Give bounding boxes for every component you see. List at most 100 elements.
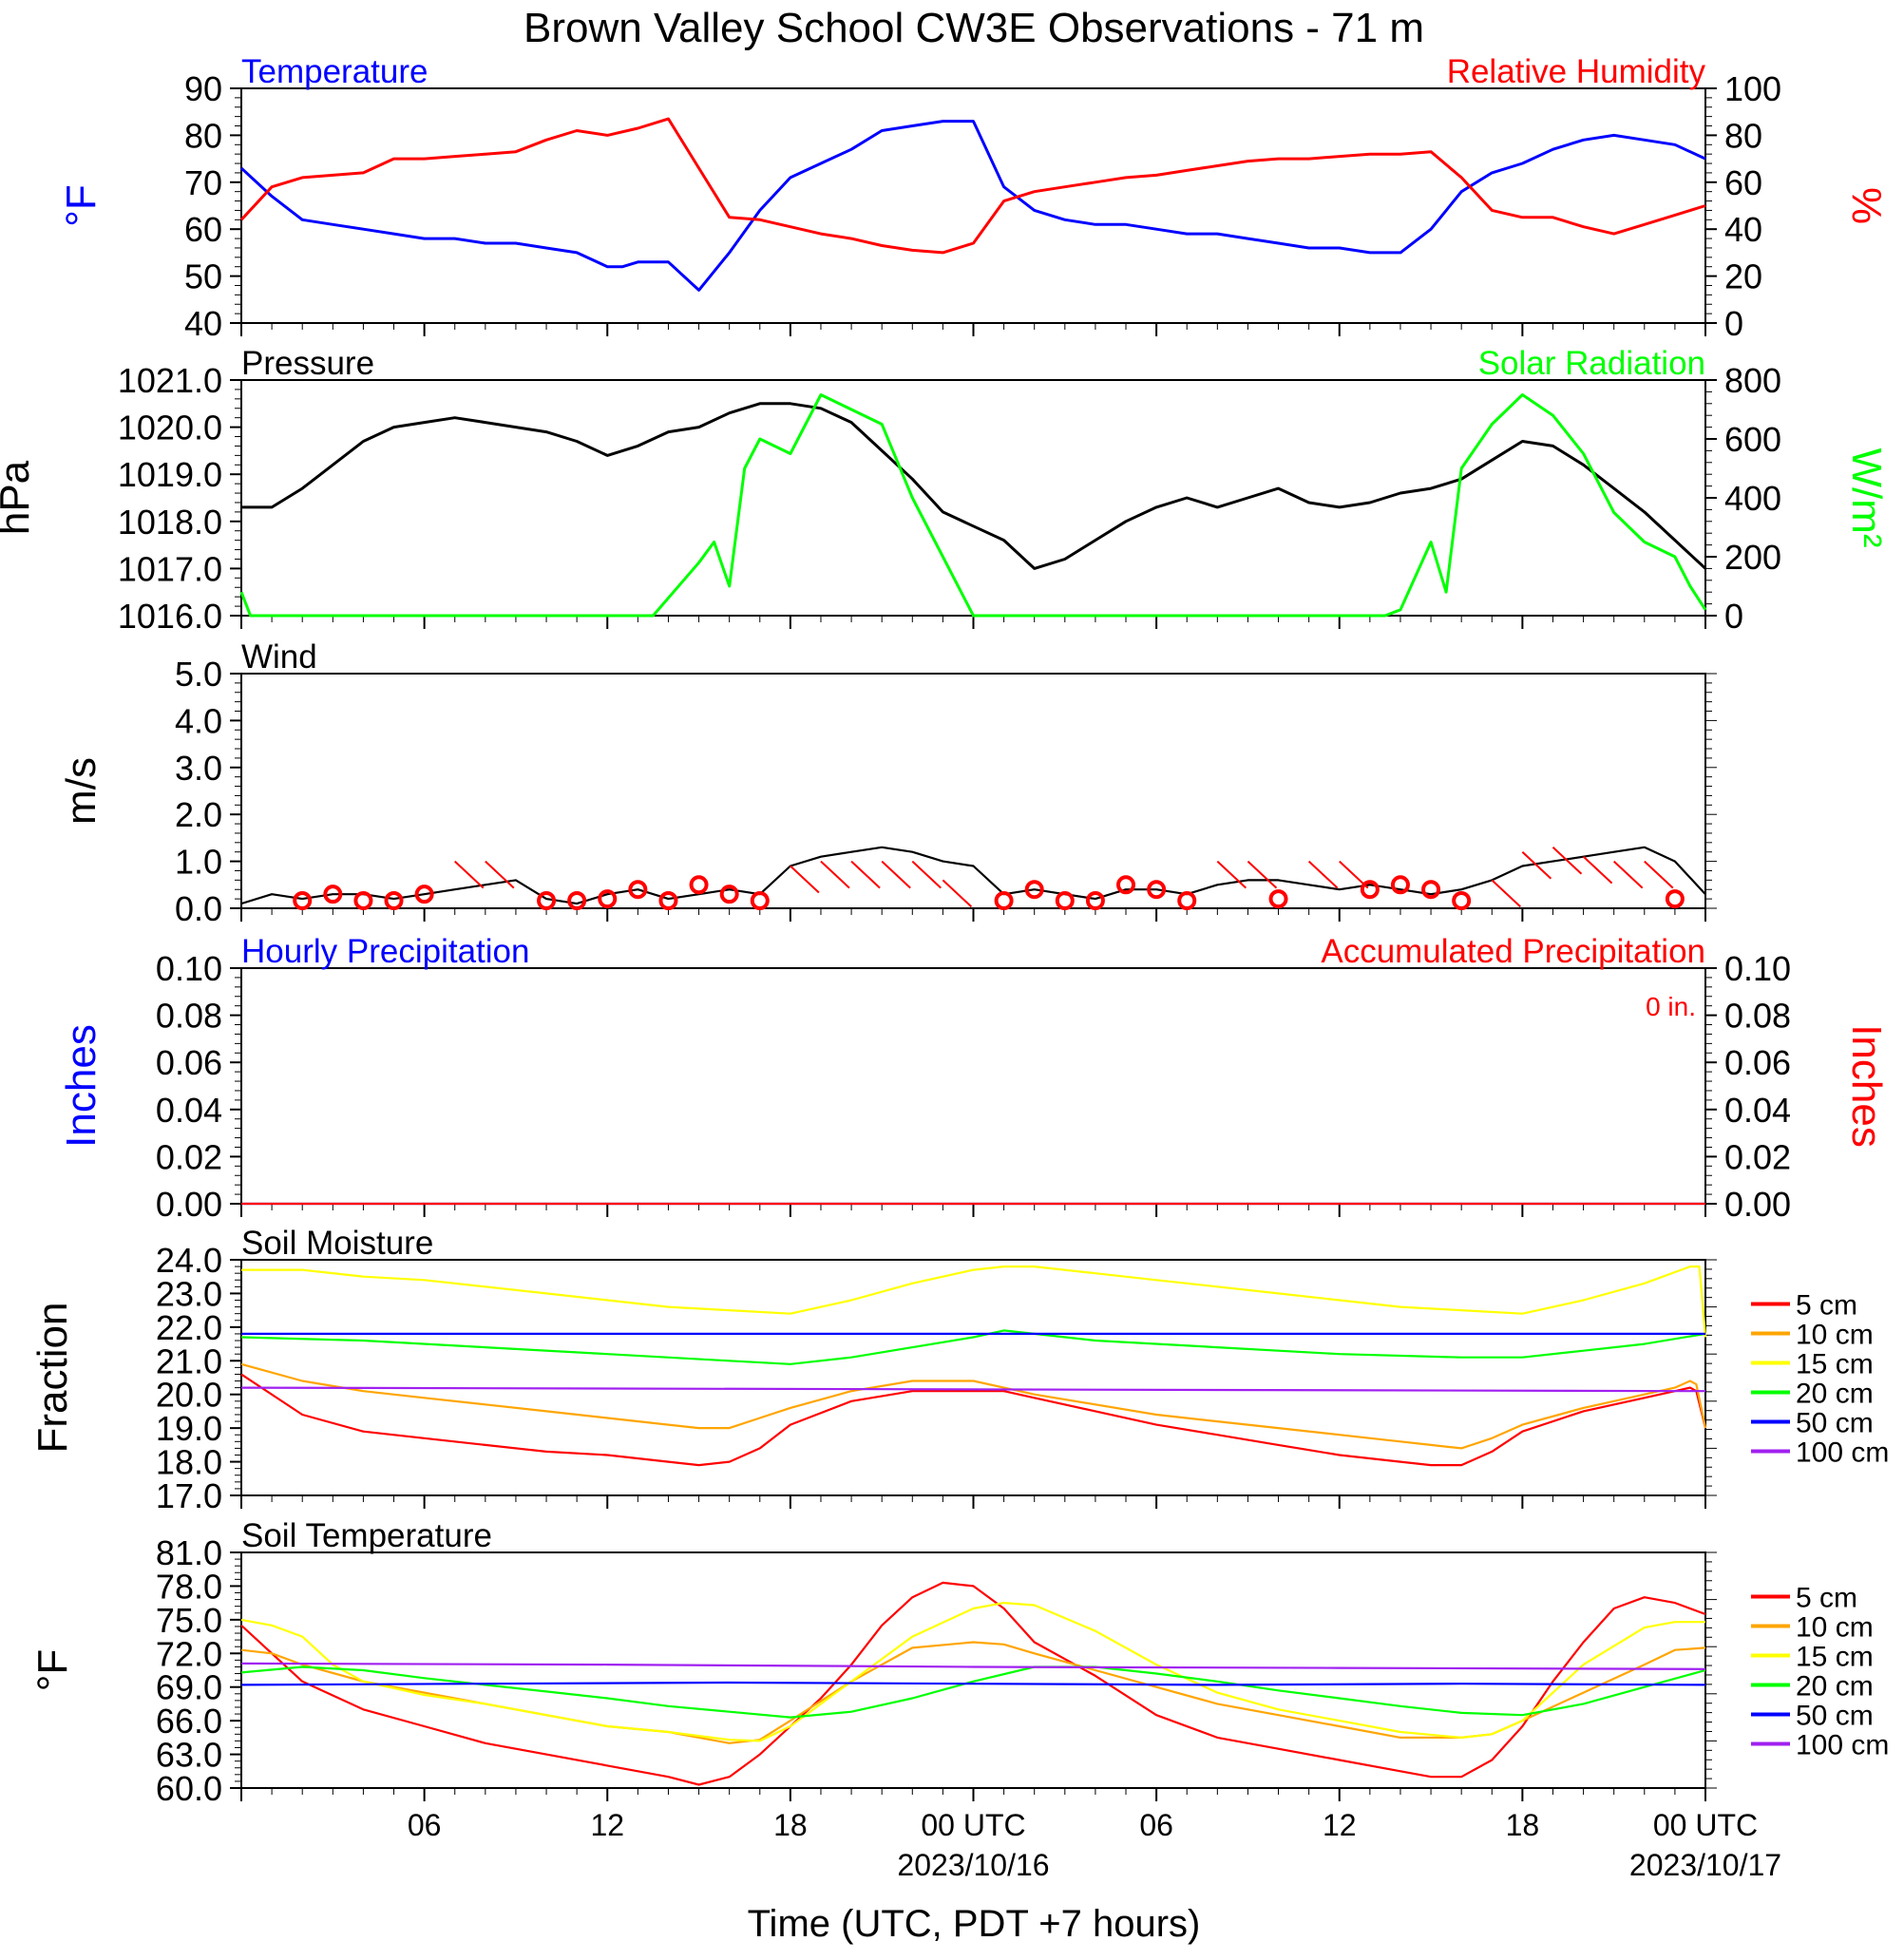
y-tick-label: 78.0 [156, 1567, 222, 1606]
y-right-tick-label: 20 [1724, 257, 1762, 296]
legend-label: 10 cm [1796, 1320, 1874, 1351]
y-right-tick-label: 0.04 [1724, 1091, 1791, 1130]
panel-frame-soilm [240, 1259, 1706, 1496]
y-tick-label: 60 [184, 210, 222, 249]
wind-barb [1491, 879, 1521, 908]
wind-barb [1216, 860, 1247, 889]
x-tick-label: 12 [590, 1808, 624, 1842]
legend-label: 10 cm [1796, 1612, 1874, 1644]
panel-title-soilt: Soil Temperature [241, 1517, 492, 1554]
wind-calm-marker [750, 891, 770, 910]
series-line-pressure-0 [241, 402, 1707, 570]
chart-title: Brown Valley School CW3E Observations - … [524, 5, 1424, 51]
series-line-soilt-1 [240, 1641, 1706, 1744]
series-line-soilm-1 [240, 1362, 1707, 1450]
x-tick-label: 00 UTC [921, 1808, 1025, 1842]
panel-title-right-temp: Relative Humidity [1447, 53, 1706, 90]
legend-label: 20 cm [1796, 1671, 1874, 1703]
y-tick-label: 22.0 [156, 1308, 222, 1347]
y-tick-label: 1018.0 [118, 503, 222, 542]
wind-barb [850, 860, 881, 889]
y-tick-label: 17.0 [156, 1476, 222, 1515]
y-tick-label: 40 [184, 304, 222, 343]
wind-calm-marker [323, 885, 343, 904]
y-right-tick-label: 0.08 [1724, 997, 1791, 1036]
y-tick-label: 0.00 [156, 1185, 222, 1224]
x-tick-label: 18 [1506, 1808, 1540, 1842]
wind-calm-marker [689, 875, 709, 895]
wind-barb [911, 860, 942, 889]
y-tick-label: 0.06 [156, 1043, 222, 1082]
wind-calm-marker [1360, 880, 1380, 900]
y-right-tick-label: 0.10 [1724, 949, 1791, 988]
y-right-tick-label: 0.02 [1724, 1137, 1791, 1176]
y-tick-label: 0.04 [156, 1091, 222, 1130]
x-tick-date-label: 2023/10/16 [897, 1848, 1049, 1882]
y-tick-label: 0.0 [175, 889, 222, 928]
series-line-soilt-2 [240, 1601, 1705, 1742]
panel-title-right-precip: Accumulated Precipitation [1321, 933, 1705, 970]
y-tick-label: 0.08 [156, 997, 222, 1036]
y-right-tick-label: 600 [1724, 420, 1781, 459]
wind-barb [942, 879, 973, 908]
y-tick-label: 3.0 [175, 749, 222, 788]
y-right-tick-label: 0 [1724, 304, 1743, 343]
wind-calm-marker [1055, 891, 1075, 910]
series-line-soilm-3 [240, 1329, 1706, 1365]
x-tick-label: 18 [773, 1808, 808, 1842]
y-tick-label: 63.0 [156, 1736, 222, 1775]
y-axis-label-precip: Inches [58, 1024, 105, 1148]
y-tick-label: 5.0 [175, 655, 222, 694]
y-tick-label: 69.0 [156, 1668, 222, 1707]
y-tick-label: 1016.0 [118, 597, 222, 636]
series-line-soilm-2 [241, 1265, 1707, 1338]
y-tick-label: 81.0 [156, 1533, 222, 1572]
wind-barb [881, 860, 911, 889]
wind-barb [790, 865, 820, 894]
series-line-temp-1 [239, 117, 1706, 255]
y-right-tick-label: 80 [1724, 116, 1762, 155]
series-line-temp-0 [239, 120, 1706, 292]
y-tick-label: 80 [184, 116, 222, 155]
x-tick-label: 00 UTC [1653, 1808, 1758, 1842]
y-axis-label-pressure: hPa [0, 460, 38, 535]
wind-calm-marker [1024, 880, 1044, 900]
y-axis-right-label-pressure: W/m² [1843, 447, 1890, 547]
wind-barb [1247, 860, 1278, 889]
legend-label: 50 cm [1796, 1408, 1874, 1439]
y-right-tick-label: 0 [1724, 597, 1743, 636]
legend-label: 15 cm [1796, 1349, 1874, 1380]
wind-barb [1552, 847, 1583, 875]
x-tick-label: 06 [408, 1808, 442, 1842]
y-axis-right-label-temp: % [1843, 187, 1890, 224]
legend-label: 50 cm [1796, 1701, 1874, 1732]
wind-calm-marker [1147, 880, 1167, 900]
y-tick-label: 66.0 [156, 1702, 222, 1741]
wind-calm-marker [994, 891, 1014, 910]
y-tick-label: 70 [184, 163, 222, 202]
wind-calm-marker [1116, 875, 1136, 895]
wind-calm-marker [719, 885, 739, 904]
wind-barb [1644, 860, 1674, 889]
panel-title-right-pressure: Solar Radiation [1478, 345, 1705, 382]
y-tick-label: 0.02 [156, 1137, 222, 1176]
wind-calm-marker [598, 889, 618, 909]
y-tick-label: 60.0 [156, 1769, 222, 1808]
wind-calm-marker [1177, 891, 1197, 910]
y-tick-label: 50 [184, 257, 222, 296]
y-axis-label-wind: m/s [58, 757, 105, 825]
series-line-soilt-3 [240, 1665, 1706, 1719]
wind-barb [820, 860, 850, 889]
wind-barb [454, 860, 485, 889]
panel-frame-pressure [240, 379, 1706, 617]
wind-calm-marker [1390, 875, 1410, 895]
legend-label: 100 cm [1796, 1730, 1889, 1761]
panel-title-soilm: Soil Moisture [241, 1225, 433, 1262]
y-tick-label: 24.0 [156, 1241, 222, 1280]
y-tick-label: 23.0 [156, 1274, 222, 1313]
x-tick-date-label: 2023/10/17 [1629, 1848, 1781, 1882]
panel-frame-soilt [240, 1551, 1706, 1789]
y-right-tick-label: 0.00 [1724, 1185, 1791, 1224]
